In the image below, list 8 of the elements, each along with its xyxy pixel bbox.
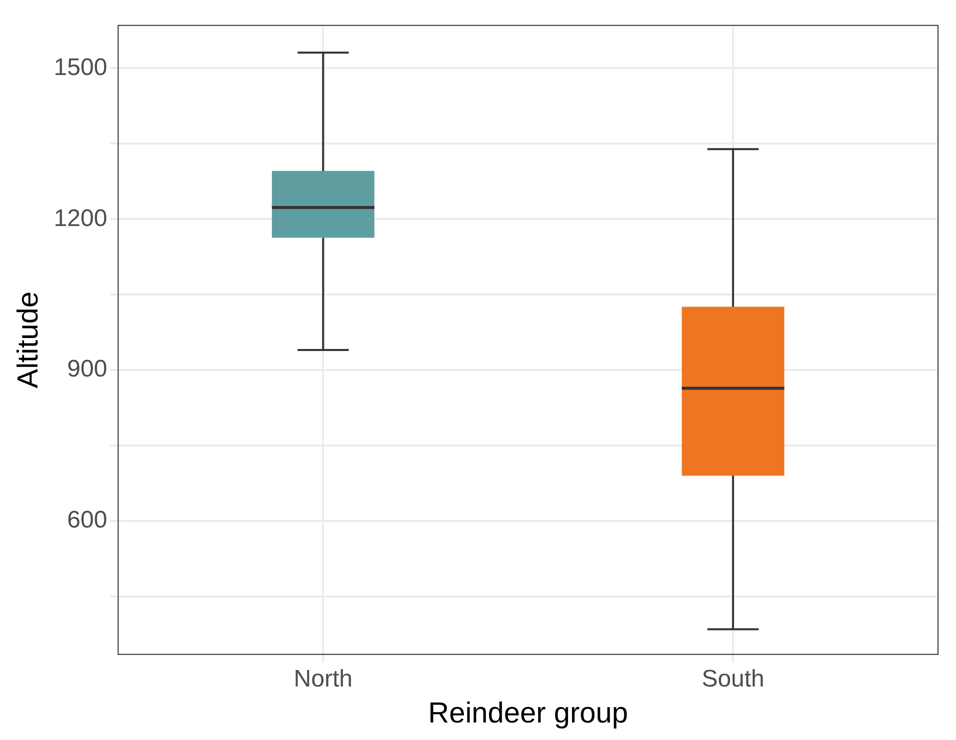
x-axis-title: Reindeer group bbox=[428, 698, 628, 730]
y-tick-label: 1200 bbox=[54, 204, 108, 232]
x-tick-label: South bbox=[702, 665, 764, 692]
y-axis-title: Altitude bbox=[12, 292, 44, 388]
x-tick-label: North bbox=[294, 665, 352, 692]
y-tick-label: 900 bbox=[67, 356, 108, 383]
y-tick-label: 1500 bbox=[54, 54, 108, 81]
y-tick-label: 600 bbox=[67, 506, 108, 534]
